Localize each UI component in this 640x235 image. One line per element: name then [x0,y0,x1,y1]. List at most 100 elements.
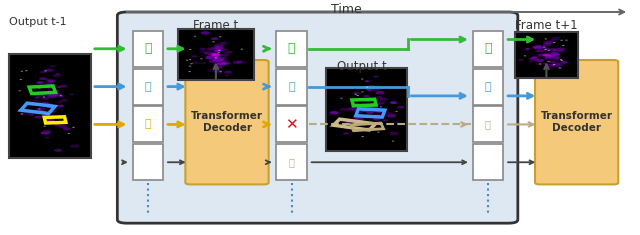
Circle shape [545,48,551,50]
Circle shape [225,75,229,77]
Circle shape [554,62,564,66]
Circle shape [548,50,550,51]
Circle shape [20,79,22,80]
Circle shape [27,111,36,115]
Circle shape [45,82,54,86]
Circle shape [214,70,221,73]
Circle shape [371,87,380,91]
Circle shape [47,79,56,82]
Circle shape [220,53,226,56]
Circle shape [549,61,556,64]
Bar [356,109,385,117]
Circle shape [544,57,553,60]
Bar [352,99,376,106]
Circle shape [365,98,375,102]
Circle shape [207,69,216,72]
Circle shape [42,130,51,133]
Circle shape [200,49,205,51]
Text: Transformer
Decoder: Transformer Decoder [541,111,612,133]
Bar [132,144,163,180]
Circle shape [547,61,550,62]
Circle shape [237,61,243,63]
Text: Output t-1: Output t-1 [9,17,67,27]
FancyBboxPatch shape [117,12,518,223]
Circle shape [390,101,397,104]
Circle shape [379,111,383,112]
Circle shape [383,119,388,121]
Text: Transformer
Decoder: Transformer Decoder [191,111,263,133]
Circle shape [364,116,369,118]
Circle shape [34,93,44,97]
Circle shape [40,108,46,110]
Circle shape [209,58,217,61]
Circle shape [362,136,364,137]
Bar [44,117,66,123]
Bar [276,69,307,105]
Text: 🏃: 🏃 [484,42,492,55]
Bar [473,144,503,180]
Circle shape [561,60,563,61]
Circle shape [365,80,369,82]
Circle shape [394,121,399,123]
Circle shape [219,36,221,37]
Circle shape [213,50,219,52]
Circle shape [363,105,373,108]
Circle shape [44,85,52,88]
Circle shape [186,60,188,61]
Circle shape [214,57,217,58]
Circle shape [54,123,61,126]
Circle shape [553,56,558,58]
Circle shape [42,114,49,117]
Circle shape [223,51,228,53]
Circle shape [532,46,536,48]
Circle shape [375,96,383,99]
Circle shape [534,54,544,58]
Circle shape [40,102,48,105]
Circle shape [550,56,561,60]
Text: 🏃: 🏃 [144,42,152,55]
Circle shape [41,97,49,100]
Circle shape [397,106,404,109]
Circle shape [540,46,548,49]
Circle shape [544,49,547,50]
Circle shape [524,55,526,56]
Circle shape [539,63,541,64]
Circle shape [561,61,568,63]
Circle shape [396,111,398,112]
Bar [515,32,578,78]
Circle shape [60,99,68,102]
Circle shape [369,108,379,111]
Circle shape [535,59,543,62]
Circle shape [45,104,55,108]
Text: ✕: ✕ [285,117,298,132]
Circle shape [526,50,531,51]
Bar [351,123,383,131]
Circle shape [356,95,359,96]
Bar [473,69,503,105]
Circle shape [35,110,45,113]
Circle shape [58,125,67,128]
Circle shape [227,51,232,53]
Circle shape [535,51,540,52]
Circle shape [545,55,553,58]
Circle shape [544,41,554,44]
Circle shape [19,112,28,115]
Circle shape [540,59,545,61]
Circle shape [47,81,53,83]
Circle shape [353,110,364,114]
Circle shape [541,45,546,47]
Circle shape [529,61,534,63]
Circle shape [370,106,378,109]
Circle shape [361,78,364,79]
Circle shape [543,54,550,56]
Circle shape [36,101,44,104]
Circle shape [214,44,223,47]
Circle shape [210,55,214,57]
Bar [21,103,55,114]
Circle shape [531,56,537,59]
Circle shape [20,71,23,72]
Circle shape [524,49,529,51]
Circle shape [212,56,220,58]
Circle shape [55,73,61,75]
Circle shape [209,53,216,56]
